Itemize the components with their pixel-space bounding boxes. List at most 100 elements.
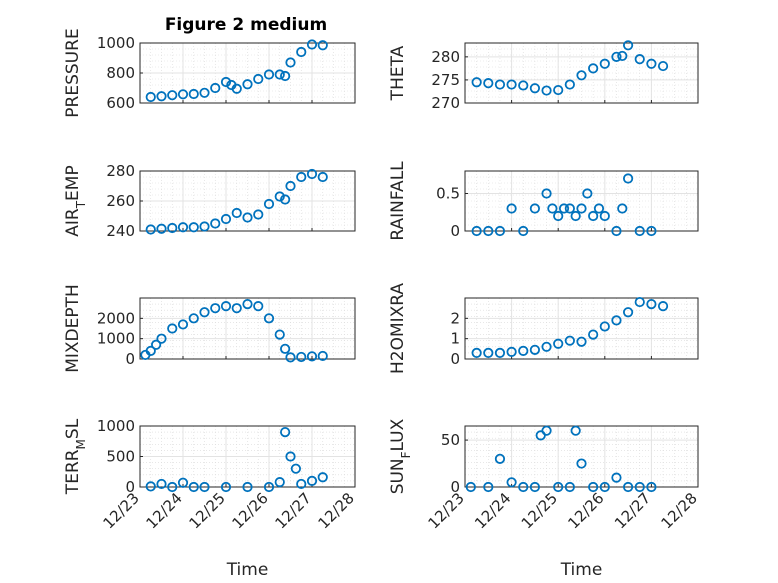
data-point <box>242 298 253 310</box>
data-point <box>274 477 285 488</box>
y-tick-label: 0.5 <box>436 185 460 203</box>
y-tick-label: 2000 <box>97 309 135 327</box>
data-point <box>156 223 167 234</box>
data-point <box>220 301 232 312</box>
subplot-h2omixra: 0 1 2 H2OMIXRA <box>388 283 699 374</box>
y-axis-label: H2OMIXRA <box>388 283 408 374</box>
data-point <box>564 203 575 214</box>
data-point <box>231 303 242 314</box>
data-point <box>646 225 657 237</box>
data-point <box>145 481 156 492</box>
y-tick-label: 1000 <box>97 417 135 435</box>
data-point <box>296 171 307 183</box>
data-point <box>483 347 494 358</box>
data-point <box>529 203 541 214</box>
data-point <box>167 222 178 234</box>
x-tick-label: 12/27 <box>272 489 315 532</box>
subplot-pressure: 600 800 1000 PRESSURE <box>63 28 356 118</box>
y-tick-label: 0 <box>450 478 460 496</box>
y-tick-label: 1000 <box>97 34 135 52</box>
data-point <box>274 329 285 340</box>
data-point <box>634 54 645 65</box>
data-point <box>177 319 189 330</box>
data-point <box>553 338 564 349</box>
data-point <box>296 46 307 58</box>
data-point <box>541 85 552 96</box>
data-point <box>634 481 645 493</box>
data-point <box>199 307 210 318</box>
data-point <box>263 313 275 324</box>
data-point <box>317 40 328 51</box>
x-axis-label: Time <box>226 560 269 580</box>
data-point <box>220 76 232 88</box>
data-point <box>541 425 552 436</box>
data-point <box>274 69 285 80</box>
data-point <box>199 87 210 98</box>
subplot-sun-flux: 0 50 12/23 12/24 12/25 12/26 12/27 12/28 Time SUN… <box>388 418 701 580</box>
data-point <box>553 84 564 96</box>
data-point <box>622 307 634 318</box>
data-point <box>553 481 564 493</box>
y-tick-label: 2 <box>450 309 460 327</box>
data-point <box>285 451 296 462</box>
data-point <box>564 79 575 90</box>
y-tick-label: 280 <box>106 162 135 180</box>
data-point <box>471 225 482 237</box>
y-axis-label: THETA <box>388 45 408 101</box>
data-point <box>570 210 581 222</box>
data-point <box>296 351 307 363</box>
data-point <box>188 88 199 100</box>
data-point <box>290 463 301 474</box>
y-tick-label: 280 <box>431 48 460 66</box>
data-point <box>576 458 587 469</box>
data-point <box>188 481 199 493</box>
data-point <box>622 173 634 184</box>
data-point <box>634 296 645 308</box>
data-point <box>657 301 669 312</box>
data-point <box>547 203 558 214</box>
y-tick-label: 260 <box>106 192 135 210</box>
x-tick-label: 12/28 <box>658 489 701 532</box>
data-point <box>529 481 541 493</box>
data-point <box>199 481 210 493</box>
subplot-terr-msl: 0 500 1000 12/23 12/24 12/25 12/26 12/27 12/28 Ti… <box>63 417 358 580</box>
x-tick-label: 12/24 <box>143 489 186 532</box>
data-point <box>582 188 593 199</box>
data-point <box>210 218 221 229</box>
data-point <box>263 198 275 210</box>
data-point <box>199 221 210 232</box>
data-point <box>151 339 162 350</box>
data-point <box>494 225 506 237</box>
data-point <box>622 40 634 51</box>
data-point <box>177 477 189 488</box>
data-point <box>564 481 575 493</box>
subplot-mixdepth: 0 1000 2000 MIXDEPTH <box>63 284 356 373</box>
y-tick-label: 1000 <box>97 330 135 348</box>
y-axis-label: TERRMSL <box>63 418 88 495</box>
data-point <box>646 58 657 69</box>
data-point <box>242 481 253 493</box>
data-point <box>317 171 328 183</box>
x-axis-label: Time <box>560 560 603 580</box>
data-point <box>285 57 296 68</box>
data-point <box>285 352 296 363</box>
data-point <box>306 39 318 50</box>
figure-title: Figure 2 medium <box>165 15 327 35</box>
data-point <box>167 481 178 493</box>
x-tick-label: 12/25 <box>518 489 561 532</box>
x-tick-label: 12/26 <box>229 489 272 532</box>
data-point <box>588 210 599 222</box>
data-point <box>280 194 291 205</box>
x-tick-label: 12/28 <box>315 489 358 532</box>
y-tick-label: 50 <box>441 431 460 449</box>
y-axis-label: RAINFALL <box>388 161 408 241</box>
data-point <box>506 477 517 488</box>
data-point <box>145 224 156 235</box>
y-tick-label: 240 <box>106 222 135 240</box>
data-point <box>253 73 264 85</box>
data-point <box>231 83 242 94</box>
data-point <box>177 89 189 100</box>
data-point <box>570 425 581 436</box>
data-point <box>280 343 291 354</box>
